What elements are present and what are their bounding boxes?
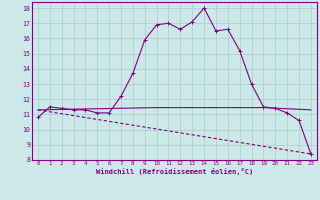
X-axis label: Windchill (Refroidissement éolien,°C): Windchill (Refroidissement éolien,°C) — [96, 168, 253, 175]
